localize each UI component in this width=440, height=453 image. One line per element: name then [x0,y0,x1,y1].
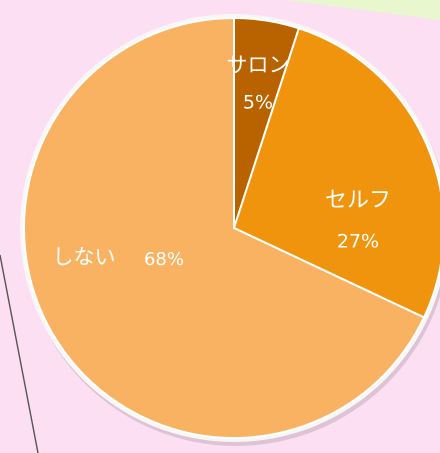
paper-edge-line [0,254,39,453]
slice-label-salon: サロン [227,53,290,77]
pie-slices [23,17,440,439]
slice-none [23,17,426,439]
slice-percent-self: 27% [337,231,379,253]
slice-self [233,27,440,319]
slice-percent-salon: 5% [243,92,273,114]
slice-label-self: セルフ [325,188,391,213]
slice-label-none: しない [53,245,116,269]
slice-percent-none: 68% [144,249,184,270]
